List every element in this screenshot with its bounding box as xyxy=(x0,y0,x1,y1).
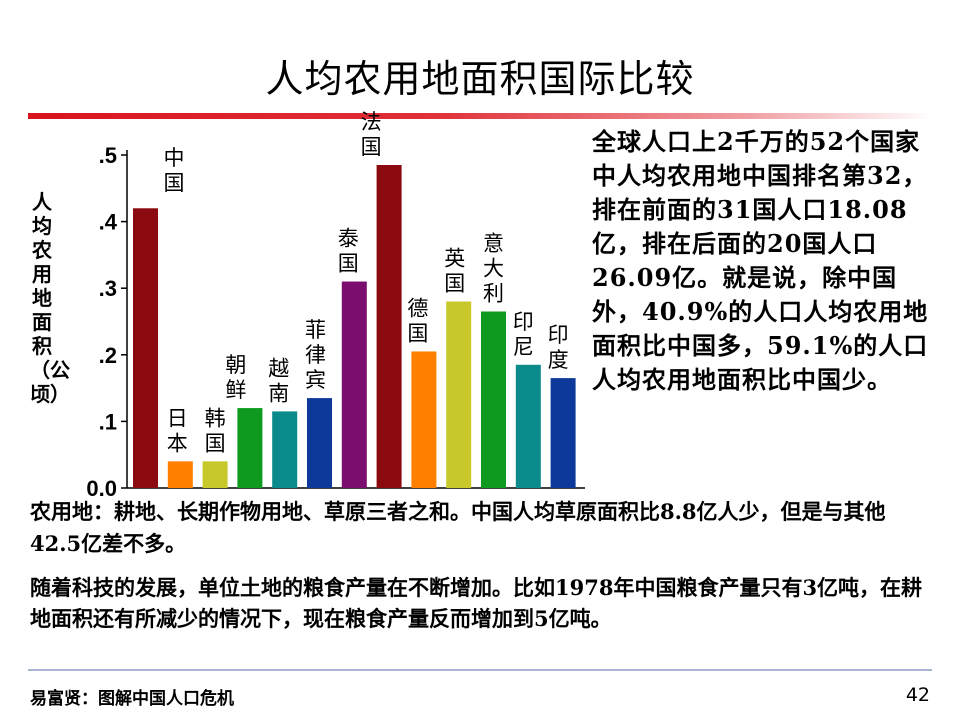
definition-note: 农用地：耕地、长期作物用地、草原三者之和。中国人均草原面积比8.8亿人少，但是与… xyxy=(30,499,886,556)
y-tick-label: .2 xyxy=(99,343,117,368)
grain-output-note: 随着科技的发展，单位土地的粮食产量在不断增加。比如1978年中国粮食产量只有3亿… xyxy=(30,575,923,631)
bar-4 xyxy=(237,408,263,488)
category-label-1: 中国 xyxy=(164,146,185,195)
bar-3 xyxy=(202,461,228,488)
category-label-10: 英国 xyxy=(444,247,465,296)
bar-7 xyxy=(341,281,367,488)
category-label-8: 法国 xyxy=(361,110,382,159)
category-label-2: 日本 xyxy=(167,406,188,455)
bar-12 xyxy=(515,364,541,488)
y-tick-label: .5 xyxy=(99,143,117,168)
y-tick-label: .1 xyxy=(99,409,117,434)
y-tick-label: 0.0 xyxy=(86,476,117,501)
category-label-7: 泰国 xyxy=(338,227,359,276)
slide-title: 人均农用地面积国际比较 xyxy=(265,57,695,101)
bar-1 xyxy=(133,208,158,488)
bar-11 xyxy=(481,311,506,488)
category-label-9: 德国 xyxy=(407,296,428,345)
title-divider xyxy=(28,113,932,119)
bar-9 xyxy=(411,351,437,488)
bar-10 xyxy=(446,301,472,488)
bar-13 xyxy=(550,378,576,488)
y-tick-label: .3 xyxy=(99,276,117,301)
category-label-6: 菲律宾 xyxy=(305,318,326,392)
bar-6 xyxy=(307,398,332,488)
category-label-13: 印度 xyxy=(548,323,569,372)
bar-8 xyxy=(376,164,402,489)
side-commentary: 全球人口上2千万的52个国家中人均农用地中国排名第32，排在前面的31国人口18… xyxy=(592,127,929,394)
category-label-11: 意大利 xyxy=(483,232,504,306)
page-number: 42 xyxy=(905,684,930,706)
bar-2 xyxy=(167,461,193,488)
category-label-3: 韩国 xyxy=(205,406,226,455)
bar-5 xyxy=(272,411,298,488)
category-label-5: 越南 xyxy=(268,356,289,405)
footer-divider xyxy=(28,669,932,671)
category-label-4: 朝鲜 xyxy=(225,353,246,402)
category-label-12: 印尼 xyxy=(513,310,534,359)
footer-source: 易富贤：图解中国人口危机 xyxy=(30,689,234,709)
y-tick-label: .4 xyxy=(99,210,118,235)
